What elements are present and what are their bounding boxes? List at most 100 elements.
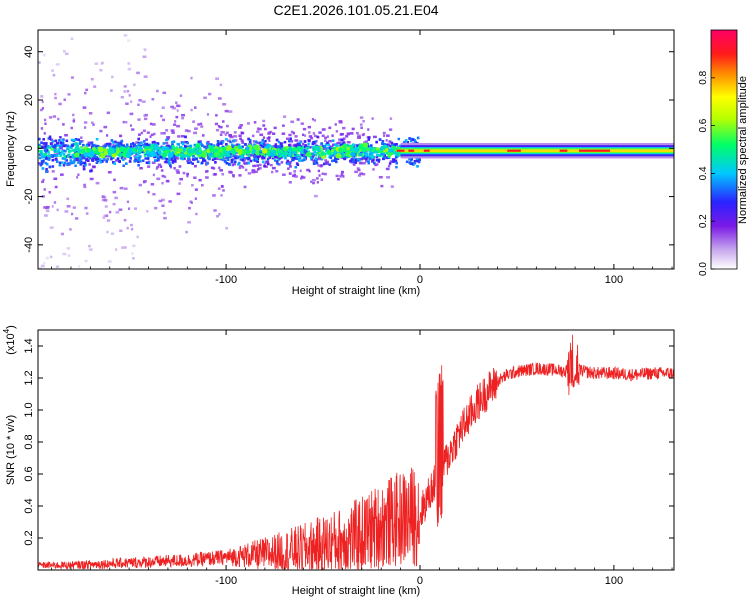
heatmap-cell <box>408 137 411 140</box>
heatmap-cell <box>361 156 365 159</box>
heatmap-blob <box>373 149 378 154</box>
heatmap-cell <box>311 155 314 159</box>
heatmap-cell <box>254 157 258 161</box>
heatmap-cell <box>350 161 354 164</box>
heatmap-cell <box>100 62 103 65</box>
heatmap-cell <box>203 159 207 162</box>
chart-title: C2E1.2026.101.05.21.E04 <box>273 2 438 18</box>
heatmap-blob <box>368 146 374 151</box>
heatmap-blob <box>125 152 132 158</box>
heatmap-cell <box>186 141 190 145</box>
colorbar-ticks: 0.0 0.2 0.4 0.6 0.8 <box>698 70 715 276</box>
heatmap-blob <box>181 153 187 159</box>
heatmap-cell <box>45 162 49 166</box>
heatmap-cell <box>331 147 335 150</box>
heatmap-cell <box>356 144 359 148</box>
heatmap-cell <box>134 156 138 159</box>
heatmap-cell <box>383 134 386 137</box>
heatmap-cell <box>254 140 258 143</box>
heatmap-cell <box>44 147 48 151</box>
heatmap-cell <box>256 160 259 163</box>
heatmap-cell <box>225 131 229 134</box>
heatmap-cell <box>185 154 188 157</box>
heatmap-cell <box>79 154 82 158</box>
heatmap-cell <box>381 140 385 143</box>
heatmap-cell <box>163 131 166 135</box>
heatmap-cell <box>49 226 54 229</box>
heatmap-cell <box>312 181 315 185</box>
heatmap-cell <box>274 145 278 149</box>
heatmap-cell <box>44 214 48 217</box>
heatmap-cell <box>260 150 263 153</box>
heatmap-cell <box>241 166 245 169</box>
heatmap-cell <box>108 210 112 214</box>
heatmap-cell <box>61 150 64 153</box>
heatmap-cell <box>361 154 364 157</box>
heatmap-cell <box>248 140 252 143</box>
heatmap-cell <box>228 110 233 113</box>
heatmap-cell <box>257 168 260 171</box>
heatmap-cell <box>359 123 363 126</box>
heatmap-cell <box>112 161 115 164</box>
heatmap-cell <box>147 190 150 194</box>
heatmap-cell <box>226 139 231 143</box>
heatmap-cell <box>79 140 82 144</box>
heatmap-cell <box>51 140 55 143</box>
heatmap-cell <box>127 207 131 210</box>
heatmap-cell <box>63 98 66 102</box>
heatmap-cell <box>291 156 295 160</box>
heatmap-cell <box>105 214 109 217</box>
heatmap-cell <box>318 155 322 158</box>
heatmap-blob <box>237 148 243 154</box>
heatmap-cell <box>59 136 62 139</box>
heatmap-cell <box>219 83 223 87</box>
heatmap-cell <box>122 120 125 124</box>
heatmap-cell <box>320 178 324 181</box>
heatmap-blob <box>342 143 348 149</box>
heatmap-cell <box>229 171 233 174</box>
heatmap-cell <box>389 160 394 163</box>
heatmap-cell <box>219 133 223 137</box>
heatmap-cell <box>88 156 92 160</box>
heatmap-cell <box>233 139 238 142</box>
heatmap-cell <box>132 83 136 87</box>
heatmap-cell <box>202 159 205 162</box>
heatmap-cell <box>207 156 210 160</box>
heatmap-cell <box>271 170 274 174</box>
heatmap-cell <box>108 144 111 148</box>
heatmap-cell <box>262 136 266 139</box>
heatmap-cell <box>359 172 364 175</box>
heatmap-cell <box>179 156 183 160</box>
heatmap-cell <box>256 127 260 130</box>
heatmap-cell <box>130 143 133 146</box>
heatmap-cell <box>232 175 235 178</box>
heatmap-cell <box>334 155 337 158</box>
heatmap-cell <box>69 145 72 148</box>
heatmap-cell <box>145 161 149 164</box>
heatmap-cell <box>288 181 292 184</box>
heatmap-cell <box>206 142 209 145</box>
heatmap-cell <box>250 154 254 157</box>
heatmap-cell <box>91 144 95 147</box>
heatmap-cell <box>333 143 337 146</box>
heatmap-cell <box>143 154 147 157</box>
heatmap-cell <box>224 160 227 164</box>
heatmap-cell <box>144 152 148 156</box>
heatmap-blob <box>296 145 302 152</box>
heatmap-cell <box>156 165 160 169</box>
heatmap-cell <box>152 192 156 196</box>
heatmap-cell <box>312 141 315 144</box>
heatmap-cell <box>113 178 116 182</box>
snr-y-tick-label: 1.4 <box>23 338 35 353</box>
heatmap-cell <box>176 109 179 112</box>
heatmap-cell <box>200 161 204 164</box>
heatmap-cell <box>70 37 74 41</box>
heatmap-cell <box>153 155 156 159</box>
heatmap-cell <box>127 146 131 150</box>
heatmap-cell <box>391 143 394 147</box>
heatmap-cell <box>234 160 237 163</box>
heatmap-cell <box>233 135 237 138</box>
heatmap-cell <box>151 97 155 101</box>
heatmap-cell <box>41 107 45 110</box>
